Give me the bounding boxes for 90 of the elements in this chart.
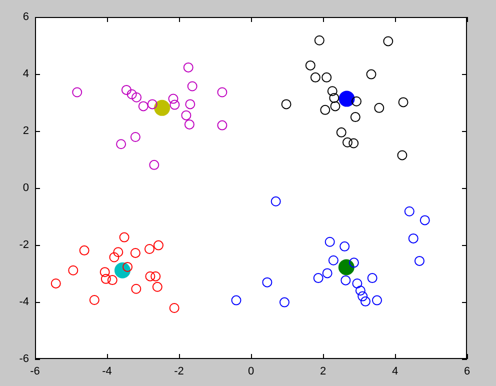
point bbox=[279, 297, 290, 308]
point bbox=[217, 120, 228, 130]
point bbox=[185, 99, 196, 110]
point bbox=[330, 101, 340, 112]
point bbox=[149, 160, 160, 170]
point bbox=[119, 232, 130, 242]
point bbox=[116, 139, 126, 150]
point bbox=[183, 62, 194, 72]
point bbox=[329, 92, 340, 103]
point bbox=[126, 89, 137, 100]
point bbox=[107, 275, 118, 286]
y-tick-label: -6 bbox=[19, 353, 29, 366]
point bbox=[152, 282, 162, 292]
point bbox=[113, 247, 124, 258]
point bbox=[72, 87, 82, 98]
point bbox=[404, 206, 414, 216]
point bbox=[270, 196, 281, 206]
point bbox=[109, 252, 120, 262]
point bbox=[130, 132, 140, 142]
point bbox=[383, 36, 394, 46]
point bbox=[187, 81, 198, 92]
y-tick-label: 4 bbox=[22, 68, 29, 80]
point bbox=[131, 284, 142, 294]
point bbox=[348, 138, 359, 148]
point bbox=[130, 248, 140, 258]
y-tick-label: 0 bbox=[22, 182, 29, 194]
point bbox=[100, 274, 111, 284]
point bbox=[231, 295, 242, 306]
point bbox=[132, 92, 142, 102]
point bbox=[68, 265, 78, 276]
point bbox=[336, 127, 346, 138]
point bbox=[327, 86, 338, 96]
point bbox=[366, 69, 376, 80]
point bbox=[281, 99, 292, 110]
point bbox=[355, 286, 366, 296]
point bbox=[322, 72, 332, 82]
x-tick-label: -4 bbox=[102, 366, 112, 378]
point bbox=[100, 267, 110, 278]
point bbox=[342, 137, 352, 148]
y-tick-label: 6 bbox=[22, 11, 29, 24]
point bbox=[348, 258, 359, 268]
point bbox=[138, 101, 148, 112]
point bbox=[262, 277, 272, 288]
point bbox=[181, 110, 192, 120]
y-tick-label: -4 bbox=[19, 296, 29, 308]
point bbox=[328, 255, 338, 266]
y-tick-label: -2 bbox=[19, 239, 29, 252]
point bbox=[121, 84, 132, 95]
x-tick-label: -2 bbox=[174, 366, 184, 378]
point bbox=[310, 72, 320, 82]
point bbox=[358, 291, 368, 302]
point bbox=[350, 112, 360, 122]
point bbox=[352, 278, 362, 288]
point bbox=[153, 240, 164, 250]
point bbox=[324, 236, 335, 247]
x-tick-label: 4 bbox=[392, 366, 398, 378]
point bbox=[398, 97, 408, 108]
point bbox=[305, 60, 316, 70]
point bbox=[374, 102, 384, 113]
point bbox=[351, 96, 362, 106]
point bbox=[408, 233, 418, 244]
point bbox=[322, 268, 332, 278]
point bbox=[372, 295, 382, 306]
point bbox=[169, 302, 180, 313]
point bbox=[320, 104, 330, 115]
point bbox=[414, 256, 424, 266]
point bbox=[340, 275, 351, 286]
point bbox=[397, 150, 408, 160]
point bbox=[145, 271, 156, 282]
point bbox=[170, 100, 180, 110]
point bbox=[168, 94, 178, 104]
point bbox=[360, 296, 370, 306]
x-tick-label: 0 bbox=[248, 366, 254, 378]
point bbox=[89, 295, 100, 306]
point bbox=[79, 245, 90, 256]
x-tick-label: 2 bbox=[320, 366, 326, 378]
point bbox=[313, 273, 324, 284]
point bbox=[217, 87, 228, 98]
y-tick-label: 2 bbox=[22, 125, 29, 138]
point bbox=[367, 273, 378, 284]
point bbox=[314, 35, 324, 46]
point bbox=[144, 244, 154, 254]
point bbox=[50, 278, 61, 288]
point bbox=[184, 119, 194, 130]
point bbox=[122, 262, 133, 272]
x-tick-label: 6 bbox=[464, 366, 470, 378]
point bbox=[147, 99, 158, 110]
point bbox=[150, 271, 161, 282]
point bbox=[420, 215, 430, 226]
point bbox=[340, 241, 350, 252]
